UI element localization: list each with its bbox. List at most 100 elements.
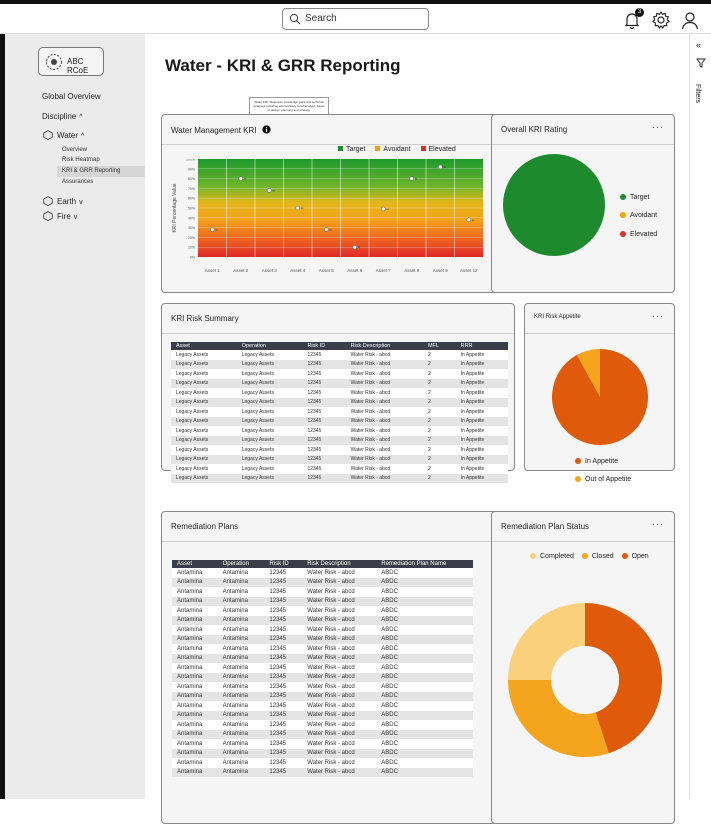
legend-dot-completed	[530, 553, 536, 559]
kri-table-row[interactable]: Legacy Assets Legacy Assets 12345 Water Ris…	[171, 359, 508, 369]
remediation-table-row[interactable]: Antamina Antamina 12345 Water Risk - abcd AB…	[172, 682, 473, 692]
remediation-table-row[interactable]: Antamina Antamina 12345 Water Risk - abcd AB…	[172, 739, 473, 749]
remediation-table-row[interactable]: Antamina Antamina 12345 Water Risk - abcd AB…	[172, 653, 473, 663]
kri-table-row[interactable]: Legacy Assets Legacy Assets 12345 Water Ris…	[171, 369, 508, 379]
column-header[interactable]: Risk Description	[345, 342, 423, 350]
kri-table-row[interactable]: Legacy Assets Legacy Assets 12345 Water Ris…	[171, 378, 508, 388]
organization-selector[interactable]: ABC RCoE	[38, 47, 104, 76]
remediation-table-row[interactable]: Antamina Antamina 12345 Water Risk - abcd AB…	[172, 587, 473, 597]
legend-dot-in-appetite	[575, 458, 581, 464]
table-cell: Water Risk - abcd	[345, 388, 423, 398]
table-cell: ABDC	[376, 767, 473, 777]
remediation-table-row[interactable]: Antamina Antamina 12345 Water Risk - abcd AB…	[172, 663, 473, 673]
kri-table-row[interactable]: Legacy Assets Legacy Assets 12345 Water Ris…	[171, 445, 508, 455]
table-cell: Water Risk - abcd	[302, 748, 377, 758]
nav-water-overview[interactable]: Overview	[62, 147, 88, 153]
data-point[interactable]	[438, 164, 443, 170]
pie-slice-completed[interactable]	[508, 603, 585, 680]
kri-table-row[interactable]: Legacy Assets Legacy Assets 12345 Water Ris…	[171, 407, 508, 417]
column-header[interactable]: Remediation Plan Name	[376, 560, 473, 568]
column-header[interactable]: RRR	[455, 342, 508, 350]
column-header[interactable]: Risk ID	[302, 342, 346, 350]
column-header[interactable]: Asset	[172, 560, 218, 568]
remediation-table-row[interactable]: Antamina Antamina 12345 Water Risk - abcd AB…	[172, 596, 473, 606]
pie-slice-out-of-appetite[interactable]	[576, 349, 600, 397]
more-options-button[interactable]: ···	[652, 519, 664, 529]
data-point[interactable]	[352, 244, 357, 250]
remediation-table-row[interactable]: Antamina Antamina 12345 Water Risk - abcd AB…	[172, 720, 473, 730]
info-icon[interactable]	[262, 125, 271, 134]
table-cell: 2	[422, 416, 456, 426]
table-cell: Antamina	[172, 758, 218, 768]
user-profile-button[interactable]	[680, 10, 700, 30]
column-header[interactable]: Risk Description	[302, 560, 377, 568]
kri-table-row[interactable]: Legacy Assets Legacy Assets 12345 Water Ris…	[171, 435, 508, 445]
hexagon-icon	[43, 196, 53, 206]
column-header[interactable]: Operation	[217, 560, 265, 568]
kri-table-row[interactable]: Legacy Assets Legacy Assets 12345 Water Ris…	[171, 464, 508, 474]
settings-button[interactable]	[651, 10, 671, 30]
table-cell: In Appetite	[455, 435, 508, 445]
nav-water-risk-heatmap[interactable]: Risk Heatmap	[62, 157, 100, 163]
pie-slice-target[interactable]	[503, 154, 605, 256]
kri-table-row[interactable]: Legacy Assets Legacy Assets 12345 Water Ris…	[171, 350, 508, 360]
remediation-table-row[interactable]: Antamina Antamina 12345 Water Risk - abcd AB…	[172, 729, 473, 739]
nav-global-overview[interactable]: Global Overview	[42, 92, 101, 101]
remediation-table-row[interactable]: Antamina Antamina 12345 Water Risk - abcd AB…	[172, 701, 473, 711]
table-cell: Antamina	[172, 625, 218, 635]
search-input[interactable]: Search	[282, 8, 429, 30]
remediation-table-row[interactable]: Antamina Antamina 12345 Water Risk - abcd AB…	[172, 615, 473, 625]
nav-water-kri-grr-reporting[interactable]: KRI & GRR Reporting	[62, 168, 121, 174]
kri-table-row[interactable]: Legacy Assets Legacy Assets 12345 Water Ris…	[171, 388, 508, 398]
remediation-table-row[interactable]: Antamina Antamina 12345 Water Risk - abcd AB…	[172, 568, 473, 578]
data-point[interactable]	[238, 176, 243, 181]
remediation-table-row[interactable]: Antamina Antamina 12345 Water Risk - abcd AB…	[172, 767, 473, 777]
remediation-table-row[interactable]: Antamina Antamina 12345 Water Risk - abcd AB…	[172, 625, 473, 635]
data-point[interactable]	[210, 227, 215, 232]
remediation-table-row[interactable]: Antamina Antamina 12345 Water Risk - abcd AB…	[172, 577, 473, 587]
table-cell: Legacy Assets	[171, 369, 237, 379]
nav-water-assurances[interactable]: Assurances	[62, 179, 94, 185]
more-options-button[interactable]: ···	[652, 122, 664, 132]
column-header[interactable]: Risk ID	[264, 560, 303, 568]
more-options-button[interactable]: ···	[652, 311, 664, 321]
water-kri-legend: Target Avoidant Elevated	[338, 146, 456, 153]
kri-table-row[interactable]: Legacy Assets Legacy Assets 12345 Water Ris…	[171, 416, 508, 426]
data-point[interactable]	[409, 176, 414, 181]
kri-table-row[interactable]: Legacy Assets Legacy Assets 12345 Water Ris…	[171, 397, 508, 407]
kri-table-row[interactable]: Legacy Assets Legacy Assets 12345 Water Ris…	[171, 426, 508, 436]
remediation-table-row[interactable]: Antamina Antamina 12345 Water Risk - abcd AB…	[172, 748, 473, 758]
nav-earth[interactable]: Earth v	[43, 196, 83, 206]
nav-water[interactable]: Water ^	[43, 130, 84, 140]
remediation-table-row[interactable]: Antamina Antamina 12345 Water Risk - abcd AB…	[172, 691, 473, 701]
pie-slice-open[interactable]	[585, 603, 662, 754]
remediation-table-row[interactable]: Antamina Antamina 12345 Water Risk - abcd AB…	[172, 606, 473, 616]
x-tick-label: Asset 7	[376, 268, 392, 273]
table-cell: Antamina	[172, 748, 218, 758]
column-header[interactable]: Asset	[171, 342, 237, 350]
remediation-table-row[interactable]: Antamina Antamina 12345 Water Risk - abcd AB…	[172, 710, 473, 720]
pie-slice-closed[interactable]	[508, 680, 609, 757]
data-point[interactable]	[466, 217, 471, 222]
legend-completed-label: Completed	[540, 553, 574, 560]
nav-fire[interactable]: Fire v	[43, 211, 77, 221]
column-header[interactable]: MFL	[422, 342, 456, 350]
remediation-table-row[interactable]: Antamina Antamina 12345 Water Risk - abcd AB…	[172, 644, 473, 654]
remediation-table-row[interactable]: Antamina Antamina 12345 Water Risk - abcd AB…	[172, 634, 473, 644]
data-point[interactable]	[324, 227, 329, 232]
kri-table-row[interactable]: Legacy Assets Legacy Assets 12345 Water Ris…	[171, 473, 508, 483]
table-cell: Legacy Assets	[236, 426, 303, 436]
water-kri-title: Water Management KRI	[171, 125, 271, 135]
filters-panel-toggle[interactable]: « Filters	[689, 34, 711, 799]
notifications-button[interactable]: 3	[622, 8, 644, 30]
kri-table-row[interactable]: Legacy Assets Legacy Assets 12345 Water Ris…	[171, 454, 508, 464]
data-point[interactable]	[295, 205, 300, 211]
column-header[interactable]: Operation	[236, 342, 303, 350]
remediation-table-row[interactable]: Antamina Antamina 12345 Water Risk - abcd AB…	[172, 672, 473, 682]
nav-discipline[interactable]: Discipline ^	[42, 112, 83, 121]
card-divider	[492, 541, 674, 542]
data-point[interactable]	[381, 206, 386, 212]
remediation-table-row[interactable]: Antamina Antamina 12345 Water Risk - abcd AB…	[172, 758, 473, 768]
data-point[interactable]	[267, 188, 272, 193]
collapse-double-chevron-icon[interactable]: «	[696, 40, 702, 50]
